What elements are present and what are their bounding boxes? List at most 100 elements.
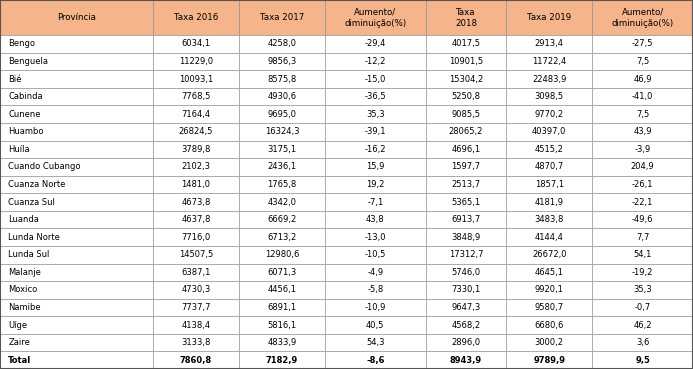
Bar <box>593 0 693 35</box>
Text: Cunene: Cunene <box>8 110 41 119</box>
Bar <box>153 35 239 53</box>
Text: Aumento/
diminuição(%): Aumento/ diminuição(%) <box>344 7 406 28</box>
Text: 4258,0: 4258,0 <box>267 39 297 48</box>
Text: 6680,6: 6680,6 <box>534 321 564 330</box>
Bar <box>426 334 507 351</box>
Bar <box>426 53 507 70</box>
Text: 3000,2: 3000,2 <box>535 338 563 347</box>
Bar <box>0 141 153 158</box>
Bar <box>239 176 325 193</box>
Bar <box>507 35 593 53</box>
Bar <box>0 316 153 334</box>
Bar <box>593 35 693 53</box>
Text: -0,7: -0,7 <box>635 303 651 312</box>
Text: 4568,2: 4568,2 <box>451 321 480 330</box>
Bar <box>325 106 426 123</box>
Text: 19,2: 19,2 <box>366 180 385 189</box>
Text: 46,2: 46,2 <box>633 321 652 330</box>
Bar <box>239 351 325 369</box>
Text: 2896,0: 2896,0 <box>451 338 480 347</box>
Text: 3,6: 3,6 <box>636 338 649 347</box>
Bar <box>325 351 426 369</box>
Bar <box>507 123 593 141</box>
Text: Bié: Bié <box>8 75 21 83</box>
Text: 4870,7: 4870,7 <box>534 162 564 172</box>
Bar <box>325 263 426 281</box>
Bar <box>507 193 593 211</box>
Text: Lunda Norte: Lunda Norte <box>8 233 60 242</box>
Bar <box>593 176 693 193</box>
Bar <box>507 106 593 123</box>
Text: 40,5: 40,5 <box>366 321 385 330</box>
Bar <box>507 141 593 158</box>
Text: 5746,0: 5746,0 <box>451 268 480 277</box>
Bar <box>239 70 325 88</box>
Bar <box>426 106 507 123</box>
Bar <box>426 88 507 106</box>
Text: 9580,7: 9580,7 <box>535 303 564 312</box>
Bar <box>426 228 507 246</box>
Text: 54,1: 54,1 <box>633 250 652 259</box>
Text: 4515,2: 4515,2 <box>535 145 563 154</box>
Text: Zaire: Zaire <box>8 338 30 347</box>
Text: 46,9: 46,9 <box>633 75 652 83</box>
Bar <box>153 246 239 263</box>
Bar <box>593 334 693 351</box>
Bar <box>507 176 593 193</box>
Text: Luanda: Luanda <box>8 215 40 224</box>
Bar <box>239 35 325 53</box>
Text: 10093,1: 10093,1 <box>179 75 213 83</box>
Bar <box>593 70 693 88</box>
Text: 9,5: 9,5 <box>635 356 650 365</box>
Bar <box>153 141 239 158</box>
Bar <box>239 211 325 228</box>
Text: 17312,7: 17312,7 <box>449 250 483 259</box>
Bar <box>0 176 153 193</box>
Text: 4645,1: 4645,1 <box>535 268 563 277</box>
Bar <box>325 158 426 176</box>
Bar <box>593 53 693 70</box>
Text: Huambo: Huambo <box>8 127 44 136</box>
Text: Cuando Cubango: Cuando Cubango <box>8 162 81 172</box>
Bar <box>0 281 153 299</box>
Bar <box>153 70 239 88</box>
Bar <box>507 88 593 106</box>
Bar <box>325 316 426 334</box>
Bar <box>0 106 153 123</box>
Text: -5,8: -5,8 <box>367 286 383 294</box>
Text: 6071,3: 6071,3 <box>267 268 297 277</box>
Bar <box>426 158 507 176</box>
Bar <box>593 193 693 211</box>
Text: 5250,8: 5250,8 <box>451 92 480 101</box>
Text: -49,6: -49,6 <box>632 215 653 224</box>
Bar <box>507 0 593 35</box>
Bar <box>153 299 239 316</box>
Bar <box>239 88 325 106</box>
Bar <box>0 334 153 351</box>
Bar <box>426 263 507 281</box>
Bar <box>325 0 426 35</box>
Bar <box>239 281 325 299</box>
Bar <box>239 334 325 351</box>
Text: 2513,7: 2513,7 <box>451 180 480 189</box>
Text: 54,3: 54,3 <box>366 338 385 347</box>
Bar <box>507 299 593 316</box>
Bar <box>239 316 325 334</box>
Text: 4456,1: 4456,1 <box>267 286 297 294</box>
Text: 1857,1: 1857,1 <box>535 180 564 189</box>
Bar <box>153 176 239 193</box>
Text: -13,0: -13,0 <box>365 233 386 242</box>
Text: 2102,3: 2102,3 <box>182 162 211 172</box>
Bar <box>0 158 153 176</box>
Text: -7,1: -7,1 <box>367 197 383 207</box>
Text: -26,1: -26,1 <box>632 180 653 189</box>
Text: -4,9: -4,9 <box>367 268 383 277</box>
Text: -27,5: -27,5 <box>632 39 653 48</box>
Text: -15,0: -15,0 <box>365 75 386 83</box>
Text: 7,5: 7,5 <box>636 110 649 119</box>
Bar <box>507 70 593 88</box>
Bar <box>325 193 426 211</box>
Text: 8943,9: 8943,9 <box>450 356 482 365</box>
Bar <box>593 351 693 369</box>
Text: 3789,8: 3789,8 <box>182 145 211 154</box>
